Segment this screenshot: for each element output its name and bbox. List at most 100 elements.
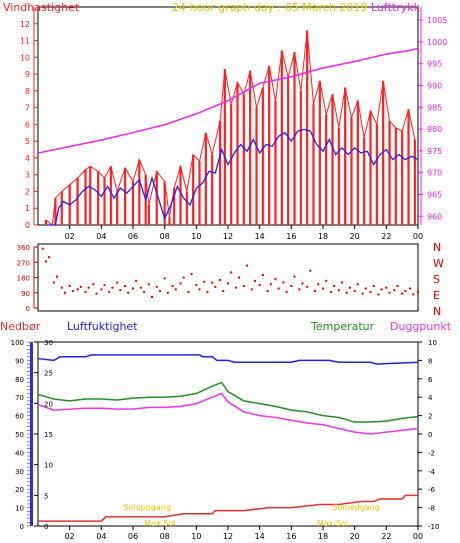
direction-point <box>253 279 256 282</box>
panel2-frame <box>37 243 419 312</box>
rain-tick-label: 25 <box>44 370 53 378</box>
direction-point <box>261 273 264 276</box>
direction-point <box>348 286 351 289</box>
direction-point <box>306 285 309 288</box>
direction-point <box>179 282 182 285</box>
pressure-tick-label: 970 <box>427 169 442 178</box>
wind-tick-label: 8 <box>25 87 30 96</box>
pressure-tick-label: 960 <box>427 212 442 221</box>
direction-point <box>182 276 185 279</box>
direction-point <box>166 291 169 294</box>
humidity-line <box>37 354 419 365</box>
direction-point <box>151 295 153 298</box>
direction-point <box>68 284 71 287</box>
humidity-tick-label: 100 <box>11 339 24 347</box>
x-tick-label: 16 <box>286 532 296 541</box>
wind-tick-label: 4 <box>25 154 30 163</box>
sun-annotation: Max Sol <box>144 519 175 528</box>
humidity-tick-label: 40 <box>15 449 24 457</box>
direction-point <box>345 291 348 294</box>
pressure-label: Lufttrykk <box>371 1 420 14</box>
humidity-tick-label: 30 <box>15 468 24 476</box>
direction-point <box>135 279 138 282</box>
direction-point <box>404 290 407 293</box>
direction-point <box>214 285 217 288</box>
x-tick-label: 18 <box>318 232 328 241</box>
temp-tick-label: 0 <box>428 431 432 439</box>
x-tick-label: 04 <box>96 232 106 241</box>
direction-point <box>155 285 158 288</box>
wind-tick-label: 1 <box>25 204 30 213</box>
direction-point <box>163 277 166 280</box>
x-tick-label: 02 <box>65 232 75 241</box>
humidity-tick-label: 60 <box>15 413 24 421</box>
direction-point <box>322 287 324 290</box>
pressure-tick-label: 980 <box>427 125 442 134</box>
rain-tick-label: 5 <box>44 492 48 500</box>
direction-point <box>95 292 98 295</box>
direction-point <box>258 284 261 287</box>
direction-point <box>127 291 130 294</box>
wind-gust-line <box>45 30 416 226</box>
x-tick-label: 04 <box>96 532 106 541</box>
x-tick-label: 14 <box>255 232 265 241</box>
humidity-label: Luftfuktighet <box>67 320 138 333</box>
direction-point <box>393 289 396 292</box>
x-tick-label: 20 <box>350 232 360 241</box>
wind-speed-label: Vindhastighet <box>3 1 80 14</box>
temp-tick-label: -6 <box>428 486 436 494</box>
panel1-marks: 0123456789101112960965970975980985990995… <box>20 7 447 241</box>
pressure-tick-label: 985 <box>427 103 442 112</box>
direction-point <box>364 287 367 290</box>
x-tick-label: 22 <box>381 232 391 241</box>
direction-point <box>353 290 356 293</box>
pressure-tick-label: 1005 <box>427 16 447 25</box>
x-tick-label: 14 <box>255 532 265 541</box>
direction-point <box>206 290 209 293</box>
direction-point <box>211 281 214 284</box>
direction-point <box>242 284 245 287</box>
wind-tick-label: 10 <box>20 53 30 62</box>
panel1-frame <box>37 6 419 226</box>
pressure-tick-label: 1000 <box>427 38 447 47</box>
direction-point <box>103 284 106 287</box>
wind-tick-label: 7 <box>25 104 30 113</box>
direction-point <box>147 283 150 286</box>
direction-point <box>48 256 51 259</box>
direction-point <box>246 264 248 267</box>
temp-tick-label: 6 <box>428 376 433 384</box>
pressure-tick-label: 995 <box>427 60 442 69</box>
direction-point <box>250 288 253 291</box>
direction-point <box>132 287 134 290</box>
dewpoint-label: Duggpunkt <box>390 320 452 333</box>
wind-tick-label: 2 <box>25 187 30 196</box>
wind-tick-label: 0 <box>25 221 30 230</box>
direction-point <box>396 284 399 287</box>
temp-tick-label: 2 <box>428 413 432 421</box>
direction-point <box>174 288 177 291</box>
humidity-tick-label: 0 <box>20 523 24 531</box>
direction-point <box>195 284 198 287</box>
pressure-tick-label: 990 <box>427 81 442 90</box>
direction-point <box>290 284 293 287</box>
direction-point <box>119 289 122 292</box>
direction-point <box>71 290 74 293</box>
sun-annotation: Soloppgang <box>124 503 171 512</box>
direction-tick-label: 360 <box>17 244 30 252</box>
sun-annotation: Solnedgang <box>333 503 380 512</box>
direction-point <box>341 281 343 284</box>
direction-point <box>314 290 317 293</box>
x-tick-label: 00 <box>413 532 423 541</box>
direction-point <box>79 285 82 288</box>
rain-line <box>38 494 418 522</box>
direction-point <box>325 279 328 282</box>
direction-point <box>44 260 47 263</box>
direction-point <box>230 271 233 274</box>
wind-tick-label: 6 <box>25 120 30 129</box>
direction-point <box>187 290 190 293</box>
pressure-tick-label: 975 <box>427 147 442 156</box>
rain-scale-bar <box>30 342 33 526</box>
direction-point <box>190 273 193 276</box>
direction-point <box>293 275 296 278</box>
